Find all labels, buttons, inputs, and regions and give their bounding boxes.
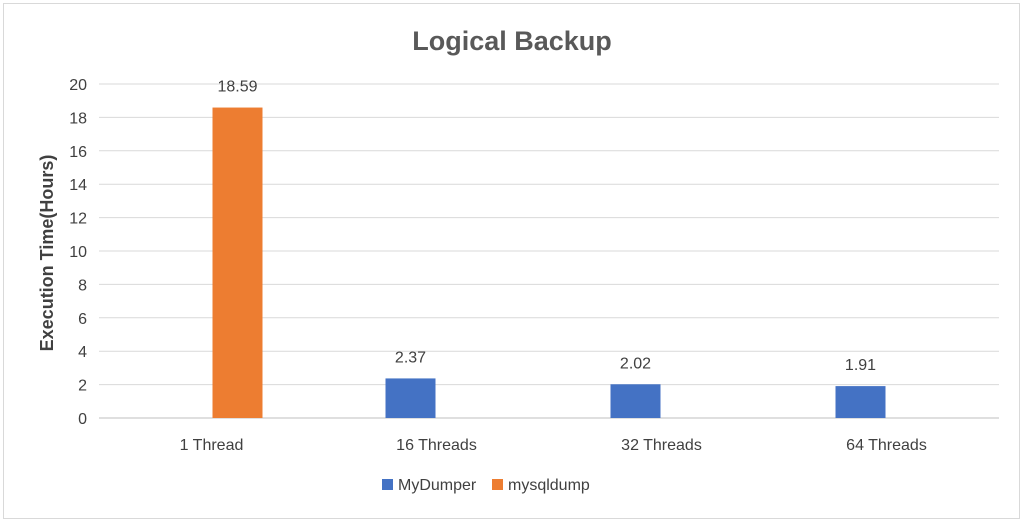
bar-mydumper-2 <box>610 384 661 418</box>
y-tick-label: 12 <box>69 211 87 228</box>
legend-swatch-mydumper <box>382 479 393 490</box>
y-tick-label: 2 <box>78 378 87 395</box>
x-tick-label: 16 Threads <box>396 437 477 454</box>
bar-mydumper-1 <box>385 378 436 418</box>
y-axis-title: Execution Time(Hours) <box>37 155 57 352</box>
x-tick-label: 32 Threads <box>621 437 702 454</box>
legend-label-mysqldump: mysqldump <box>508 477 590 494</box>
bar-mydumper-3 <box>835 386 886 418</box>
y-tick-label: 16 <box>69 144 87 161</box>
y-tick-label: 20 <box>69 77 87 94</box>
x-tick-label: 64 Threads <box>846 437 927 454</box>
data-labels: 2.37 2.02 1.91 18.59 <box>217 79 876 375</box>
data-label: 1.91 <box>845 357 876 374</box>
y-tick-label: 6 <box>78 311 87 328</box>
bar-mysqldump-0 <box>212 107 263 418</box>
bars <box>212 107 886 418</box>
legend-swatch-mysqldump <box>492 479 503 490</box>
chart-title: Logical Backup <box>412 26 612 56</box>
bar-chart: Logical Backup Execution Time(Hours) 0 2 4… <box>37 26 999 494</box>
y-tick-label: 8 <box>78 277 87 294</box>
x-tick-label: 1 Thread <box>180 437 244 454</box>
y-tick-label: 0 <box>78 411 87 428</box>
y-tick-label: 4 <box>78 344 87 361</box>
data-label: 2.02 <box>620 355 651 372</box>
data-label: 2.37 <box>395 349 426 366</box>
y-axis-ticks: 0 2 4 6 8 10 12 14 16 18 20 <box>69 77 87 428</box>
x-axis-ticks: 1 Thread 16 Threads 32 Threads 64 Threads <box>180 437 927 454</box>
legend-label-mydumper: MyDumper <box>398 477 477 494</box>
chart-frame: Logical Backup Execution Time(Hours) 0 2 4… <box>3 3 1020 519</box>
legend: MyDumper mysqldump <box>382 477 590 494</box>
y-tick-label: 18 <box>69 110 87 127</box>
data-label: 18.59 <box>217 79 257 96</box>
y-tick-label: 10 <box>69 244 87 261</box>
y-tick-label: 14 <box>69 177 87 194</box>
